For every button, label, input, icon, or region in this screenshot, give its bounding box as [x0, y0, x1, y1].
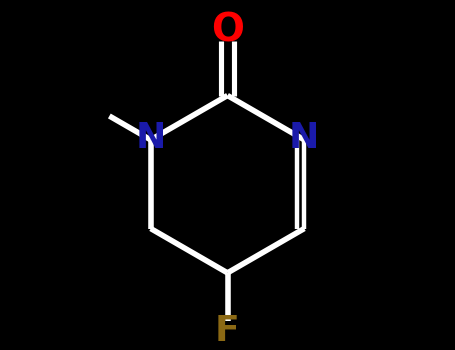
Text: F: F [215, 314, 240, 348]
Text: N: N [289, 121, 319, 155]
Text: O: O [211, 12, 244, 50]
Text: N: N [136, 121, 166, 155]
